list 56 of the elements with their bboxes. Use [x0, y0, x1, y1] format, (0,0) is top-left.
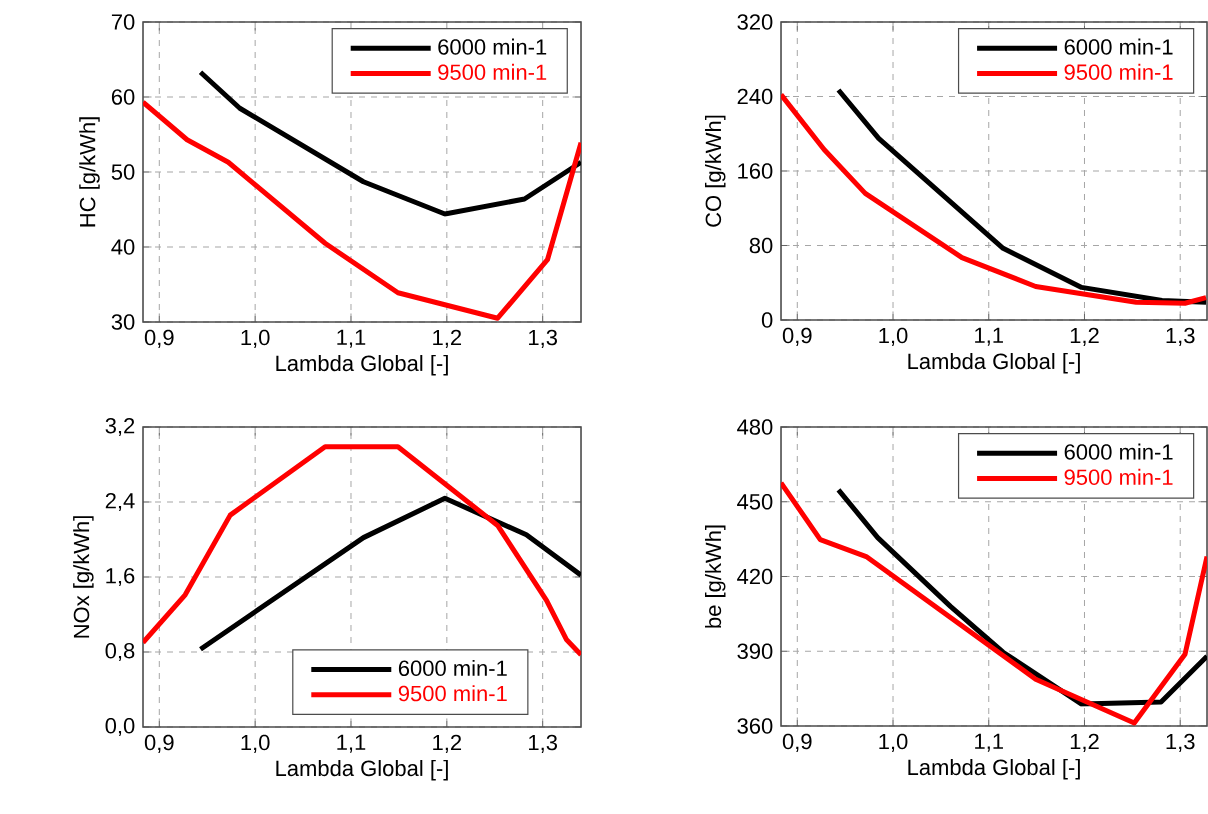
y-tick-label: 2,4 [105, 492, 135, 512]
x-tick-label: 1,1 [975, 327, 1003, 346]
x-tick-label: 1,2 [433, 329, 462, 348]
x-tick-label: 1,1 [975, 733, 1003, 752]
legend-label: 9500 min-1 [438, 63, 547, 80]
legend-label: 9500 min-1 [1064, 468, 1173, 485]
y-axis-title: NOx [g/kWh] [73, 516, 94, 638]
y-tick-label: 360 [737, 718, 773, 734]
x-tick-label: 1,2 [433, 734, 462, 753]
x-tick-label: 1,0 [879, 733, 908, 752]
y-tick-label: 0,0 [105, 717, 135, 737]
x-tick-label: 1,0 [879, 327, 908, 346]
x-axis-title: Lambda Global [-] [276, 759, 448, 781]
y-axis-title: be [g/kWh] [705, 525, 726, 628]
y-axis-title: CO [g/kWh] [705, 115, 726, 227]
y-tick-label: 0 [761, 312, 773, 328]
y-tick-label: 160 [738, 163, 773, 179]
x-tick-label: 1,2 [1070, 733, 1099, 752]
x-axis-title: Lambda Global [-] [276, 354, 448, 376]
y-tick-label: 390 [737, 643, 773, 660]
legend-label: 9500 min-1 [398, 685, 507, 702]
y-tick-label: 480 [737, 419, 773, 435]
y-tick-label: 450 [737, 493, 773, 510]
y-tick-label: 3,2 [105, 417, 135, 437]
x-tick-label: 1,1 [337, 734, 366, 753]
x-tick-label: 1,3 [1166, 327, 1195, 346]
y-tick-label: 50 [111, 164, 135, 180]
x-tick-label: 1,1 [337, 329, 366, 348]
x-tick-label: 0,9 [144, 329, 174, 348]
y-tick-label: 40 [111, 239, 135, 255]
y-tick-label: 240 [737, 88, 773, 105]
x-tick-label: 0,9 [782, 327, 812, 346]
y-tick-label: 0,8 [105, 642, 135, 662]
legend-label: 6000 min-1 [438, 38, 547, 55]
y-tick-label: 30 [111, 314, 135, 330]
y-tick-label: 80 [749, 237, 773, 254]
legend-label: 6000 min-1 [398, 659, 507, 677]
y-tick-label: 70 [111, 14, 135, 30]
x-tick-label: 1,0 [241, 734, 270, 753]
legend-label: 6000 min-1 [1064, 443, 1173, 460]
y-axis-title: HC [g/kWh] [79, 117, 100, 227]
x-tick-label: 1,3 [1166, 733, 1195, 752]
y-tick-label: 1,6 [106, 567, 135, 587]
x-tick-label: 0,9 [782, 733, 812, 752]
x-tick-label: 1,3 [529, 734, 557, 753]
x-axis-title: Lambda Global [-] [908, 758, 1080, 780]
legend-label: 9500 min-1 [1064, 63, 1173, 80]
x-tick-label: 0,9 [144, 734, 174, 753]
x-axis-title: Lambda Global [-] [908, 352, 1080, 374]
x-tick-label: 1,2 [1070, 327, 1099, 346]
x-tick-label: 1,3 [529, 329, 557, 348]
y-tick-label: 420 [737, 568, 773, 585]
legend-label: 6000 min-1 [1064, 38, 1173, 55]
y-tick-label: 320 [737, 14, 773, 30]
x-tick-label: 1,0 [241, 329, 270, 348]
y-tick-label: 60 [111, 89, 135, 105]
